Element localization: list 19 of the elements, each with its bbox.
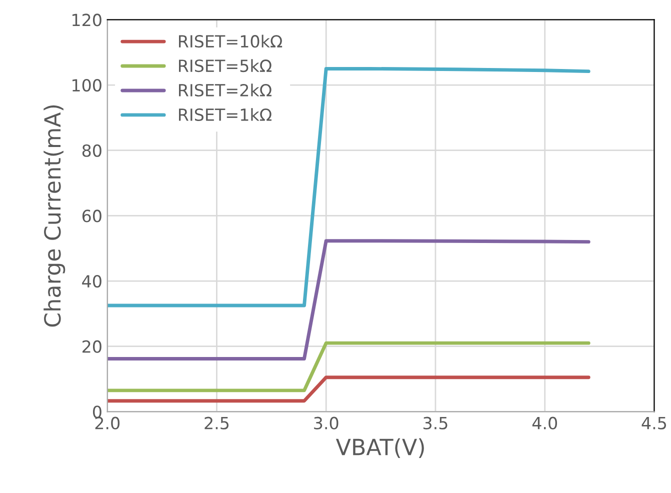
- y-tick-label: 120: [72, 14, 102, 26]
- x-tick-label: 3.5: [423, 416, 448, 430]
- y-axis-title: Charge Current(mA): [44, 105, 66, 327]
- y-tick-label: 100: [72, 79, 102, 92]
- x-tick-label: 4.5: [642, 417, 666, 430]
- y-tick-label: 80: [82, 144, 102, 157]
- x-tick-label: 2.5: [204, 416, 229, 430]
- x-axis-title: VBAT(V): [336, 438, 424, 458]
- legend-label: RISET=1kΩ: [178, 108, 272, 122]
- x-tick-label: 4.0: [532, 416, 557, 430]
- legend-label: RISET=5kΩ: [178, 59, 272, 72]
- x-tick-label: 2.0: [95, 416, 120, 430]
- x-tick-label: 3.0: [314, 416, 338, 430]
- legend-label: RISET=2kΩ: [178, 84, 272, 97]
- y-tick-label: 20: [82, 340, 102, 353]
- y-tick-label: 60: [82, 210, 102, 222]
- legend-label: RISET=10kΩ: [178, 34, 282, 48]
- y-tick-label: 40: [82, 274, 102, 288]
- line-series: [107, 239, 590, 360]
